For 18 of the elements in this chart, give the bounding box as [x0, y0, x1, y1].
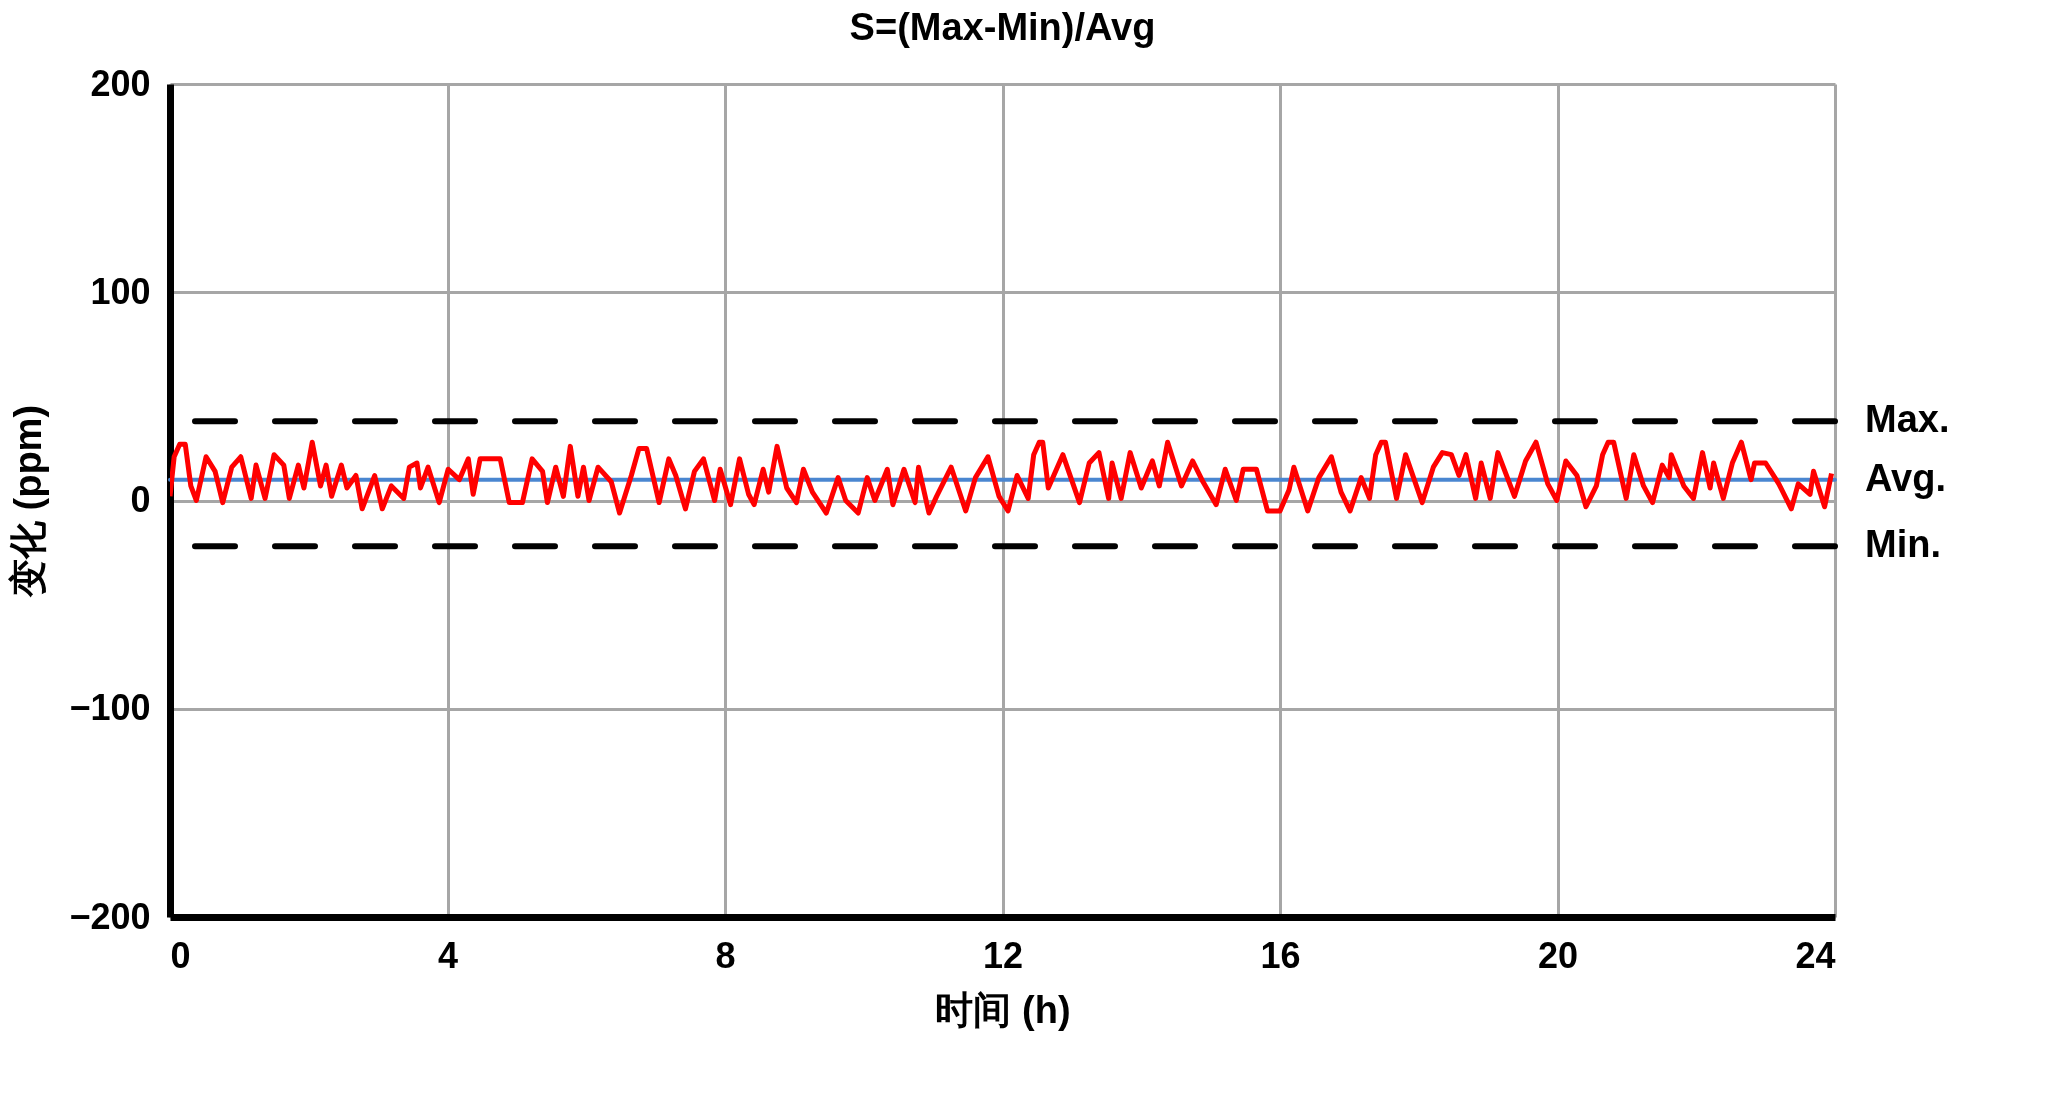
x-tick-label: 0 — [170, 934, 191, 976]
chart-title: S=(Max-Min)/Avg — [849, 6, 1156, 48]
y-tick-label: 0 — [130, 479, 151, 520]
y-axis-title: 变化 (ppm) — [7, 404, 50, 599]
x-tick-label: 4 — [437, 934, 459, 976]
y-tick-label: 200 — [90, 62, 151, 104]
ref-line-label: Avg. — [1865, 456, 1946, 499]
y-tick-label: 100 — [90, 270, 151, 312]
y-tick-label: −200 — [69, 895, 151, 937]
x-tick-label: 20 — [1537, 934, 1579, 976]
x-tick-label: 16 — [1260, 934, 1301, 976]
y-tick-label: −100 — [69, 687, 151, 729]
ref-line-label: Min. — [1865, 523, 1941, 566]
ref-line-label: Max. — [1865, 398, 1950, 441]
x-tick-label: 12 — [982, 934, 1024, 976]
x-tick-label: 8 — [715, 934, 736, 976]
x-axis-title: 时间 (h) — [935, 988, 1071, 1031]
x-tick-label: 24 — [1795, 934, 1836, 976]
